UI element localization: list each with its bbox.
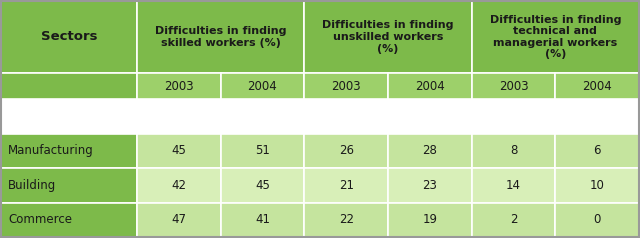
Bar xyxy=(221,134,304,168)
Bar xyxy=(137,1,304,73)
Text: 45: 45 xyxy=(255,179,270,192)
Text: 19: 19 xyxy=(422,213,437,226)
Bar xyxy=(472,134,556,168)
Bar xyxy=(304,73,388,99)
Bar xyxy=(388,237,472,238)
Bar xyxy=(472,73,556,99)
Bar xyxy=(1,237,137,238)
Bar xyxy=(472,1,639,73)
Bar xyxy=(472,168,556,203)
Text: Building: Building xyxy=(8,179,56,192)
Bar xyxy=(1,134,137,168)
Bar xyxy=(221,203,304,237)
Text: Manufacturing: Manufacturing xyxy=(8,144,93,157)
Bar xyxy=(1,168,137,203)
Bar xyxy=(388,73,472,99)
Text: 2004: 2004 xyxy=(415,79,445,93)
Text: 2003: 2003 xyxy=(332,79,361,93)
Text: 2004: 2004 xyxy=(248,79,277,93)
Bar xyxy=(137,73,221,99)
Text: 42: 42 xyxy=(172,179,186,192)
Bar xyxy=(388,168,472,203)
Bar xyxy=(1,73,137,99)
Text: 2004: 2004 xyxy=(582,79,612,93)
Bar xyxy=(556,203,639,237)
Bar xyxy=(556,237,639,238)
Bar xyxy=(388,134,472,168)
Bar xyxy=(472,203,556,237)
Bar xyxy=(556,73,639,99)
Bar xyxy=(137,168,221,203)
Text: 28: 28 xyxy=(422,144,437,157)
Text: 10: 10 xyxy=(589,179,605,192)
Text: Sectors: Sectors xyxy=(41,30,97,44)
Text: 45: 45 xyxy=(172,144,186,157)
Bar xyxy=(556,168,639,203)
Text: 2: 2 xyxy=(509,213,517,226)
Text: 22: 22 xyxy=(339,213,354,226)
Bar xyxy=(304,1,472,73)
Bar xyxy=(137,203,221,237)
Bar xyxy=(304,203,388,237)
Text: 6: 6 xyxy=(593,144,601,157)
Text: 41: 41 xyxy=(255,213,270,226)
Bar xyxy=(556,134,639,168)
Text: 26: 26 xyxy=(339,144,354,157)
Bar xyxy=(221,237,304,238)
Text: Difficulties in finding
skilled workers (%): Difficulties in finding skilled workers … xyxy=(155,26,286,48)
Bar xyxy=(221,73,304,99)
Text: 51: 51 xyxy=(255,144,270,157)
Bar xyxy=(1,203,137,237)
Bar xyxy=(388,203,472,237)
Bar xyxy=(221,168,304,203)
Bar xyxy=(304,237,388,238)
Bar xyxy=(1,1,137,73)
Text: 14: 14 xyxy=(506,179,521,192)
Text: Commerce: Commerce xyxy=(8,213,72,226)
Text: Difficulties in finding
unskilled workers
(%): Difficulties in finding unskilled worker… xyxy=(322,20,454,54)
Bar xyxy=(137,237,221,238)
Text: 47: 47 xyxy=(172,213,186,226)
Text: 0: 0 xyxy=(593,213,601,226)
Text: Difficulties in finding
technical and
managerial workers
(%): Difficulties in finding technical and ma… xyxy=(490,15,621,60)
Bar xyxy=(304,168,388,203)
Text: 8: 8 xyxy=(510,144,517,157)
Text: 23: 23 xyxy=(422,179,437,192)
Bar xyxy=(472,237,556,238)
Text: 21: 21 xyxy=(339,179,354,192)
Text: 2003: 2003 xyxy=(499,79,528,93)
Text: 2003: 2003 xyxy=(164,79,194,93)
Bar xyxy=(137,134,221,168)
Bar xyxy=(304,134,388,168)
